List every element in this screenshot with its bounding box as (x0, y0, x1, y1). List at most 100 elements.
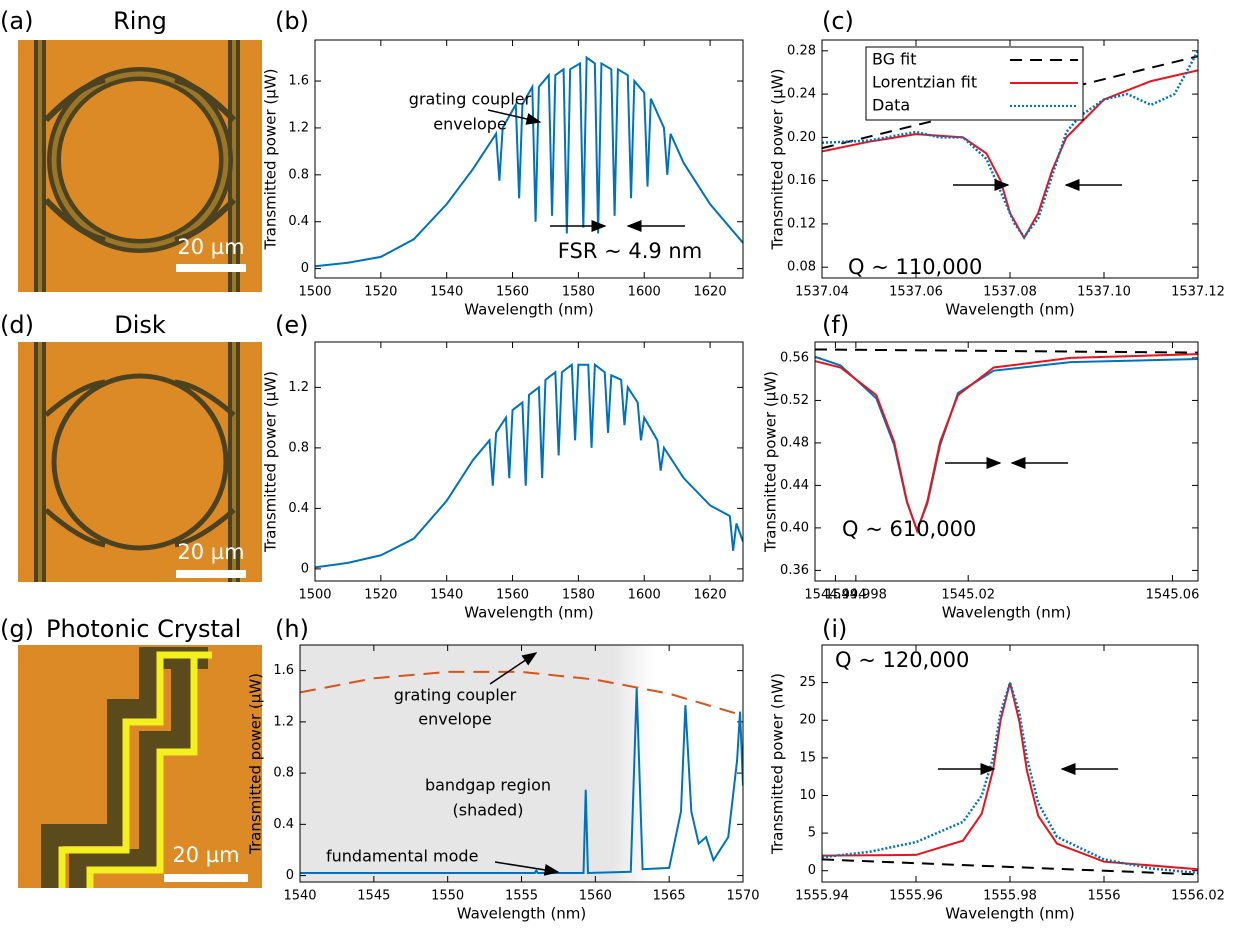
shaded-region (300, 645, 655, 882)
x-tick-label: 1544.998 (825, 588, 887, 603)
y-tick-label: 0.20 (787, 130, 816, 145)
plot-frame (821, 644, 1199, 883)
x-tick-label: 1537.06 (889, 285, 943, 300)
y-tick-label: 0.4 (288, 214, 309, 229)
x-tick-label: 1600 (628, 285, 661, 300)
annotation: (shaded) (453, 801, 524, 820)
series-line (822, 678, 1198, 875)
x-tick-label: 1565 (653, 889, 686, 904)
x-tick-label: 1580 (562, 588, 595, 603)
x-axis-label: Wavelength (nm) (457, 905, 587, 923)
panel-label: (b) (275, 7, 309, 35)
y-axis-label: Transmitted power (µW) (247, 673, 265, 855)
y-tick-label: 1.6 (288, 74, 309, 89)
series-line (822, 682, 1198, 871)
y-tick-label: 0 (286, 868, 294, 883)
x-tick-label: 1540 (283, 889, 316, 904)
series-line (315, 362, 743, 569)
series-line (822, 69, 1198, 240)
series-line (822, 858, 1198, 876)
series-line (815, 355, 1198, 533)
x-tick-label: 1620 (694, 588, 727, 603)
annotation: FSR ~ 4.9 nm (558, 239, 702, 263)
x-tick-label: 1556 (1087, 889, 1120, 904)
x-tick-label: 1500 (298, 285, 331, 300)
series-line (300, 670, 743, 717)
annotation: bandgap region (425, 776, 551, 795)
x-axis-label: Wavelength (nm) (942, 604, 1072, 622)
y-tick-label: 1.2 (288, 120, 309, 135)
panel-label: (f) (822, 311, 849, 339)
y-tick-label: 0.48 (780, 435, 809, 450)
x-tick-label: 1545.02 (941, 588, 995, 603)
panel: (b) 1500 1520 1540 1560 1580 1600 1620 0 0.4 0.8 1.… (262, 7, 744, 319)
panel: (i) 1555.94 1555.96 1555.98 1556 1556.02 0 5 10 1… (769, 615, 1225, 923)
x-tick-label: 1600 (628, 588, 661, 603)
panel-label: (g) (0, 615, 34, 643)
y-tick-label: 0.36 (780, 563, 809, 578)
panel-label: (c) (822, 7, 854, 35)
annotation: Q ~ 610,000 (842, 517, 976, 541)
y-tick-label: 5 (808, 826, 816, 841)
annotation: fundamental mode (326, 847, 478, 866)
annotation: envelope (433, 115, 507, 134)
arrow (494, 861, 560, 876)
legend-label: BG fit (872, 50, 917, 69)
panel-title: Photonic Crystal (46, 615, 241, 643)
y-tick-label: 1.2 (288, 380, 309, 395)
panel-label: (a) (0, 7, 33, 35)
x-tick-label: 1555.94 (795, 889, 849, 904)
y-tick-label: 0 (301, 261, 309, 276)
y-tick-label: 0.4 (273, 817, 294, 832)
panel-label: (e) (275, 311, 309, 339)
y-tick-label: 0.28 (787, 43, 816, 58)
x-tick-label: 1540 (430, 285, 463, 300)
plot-frame (314, 39, 744, 279)
x-axis-label: Wavelength (nm) (464, 301, 594, 319)
y-tick-label: 0.12 (787, 216, 816, 231)
x-tick-label: 1555 (505, 889, 538, 904)
y-tick-label: 25 (799, 675, 816, 690)
x-tick-label: 1500 (298, 588, 331, 603)
y-tick-label: 0.40 (780, 520, 809, 535)
annotation: envelope (418, 710, 492, 729)
x-tick-label: 1537.10 (1077, 285, 1131, 300)
x-tick-label: 1537.12 (1171, 285, 1225, 300)
panel-label: (i) (822, 615, 847, 643)
y-tick-label: 0.08 (787, 260, 816, 275)
x-tick-label: 1545 (357, 889, 390, 904)
x-tick-label: 1520 (364, 285, 397, 300)
y-axis-label: Transmitted power (µW) (769, 69, 787, 251)
scale-bar-label: 20 µm (172, 843, 239, 867)
y-tick-label: 0.56 (780, 350, 809, 365)
x-tick-label: 1537.08 (983, 285, 1037, 300)
series-line (815, 353, 1198, 535)
y-tick-label: 0 (808, 863, 816, 878)
x-tick-label: 1545.06 (1146, 588, 1200, 603)
panel-label: (d) (0, 311, 34, 339)
x-axis-label: Wavelength (nm) (945, 905, 1075, 923)
y-tick-label: 0.4 (288, 501, 309, 516)
panel-label: (h) (275, 615, 309, 643)
scale-bar-label: 20 µm (177, 235, 244, 259)
y-axis-label: Transmitted power (µW) (262, 371, 280, 553)
annotation: Q ~ 120,000 (835, 648, 969, 672)
y-tick-label: 1.6 (273, 663, 294, 678)
y-tick-label: 0.8 (288, 167, 309, 182)
x-tick-label: 1555.98 (983, 889, 1037, 904)
x-tick-label: 1537.04 (795, 285, 849, 300)
y-tick-label: 0.24 (787, 87, 816, 102)
series-line (315, 55, 743, 268)
y-tick-label: 0.52 (780, 393, 809, 408)
disk-micrograph (18, 342, 262, 582)
series-line (822, 55, 1198, 150)
plot-frame (814, 341, 1199, 582)
x-tick-label: 1544.994 (804, 588, 866, 603)
arrow (487, 109, 542, 125)
y-axis-label: Transmitted power (µW) (262, 69, 280, 251)
x-tick-label: 1560 (496, 588, 529, 603)
plot-frame (299, 644, 744, 883)
series-line (815, 348, 1198, 354)
